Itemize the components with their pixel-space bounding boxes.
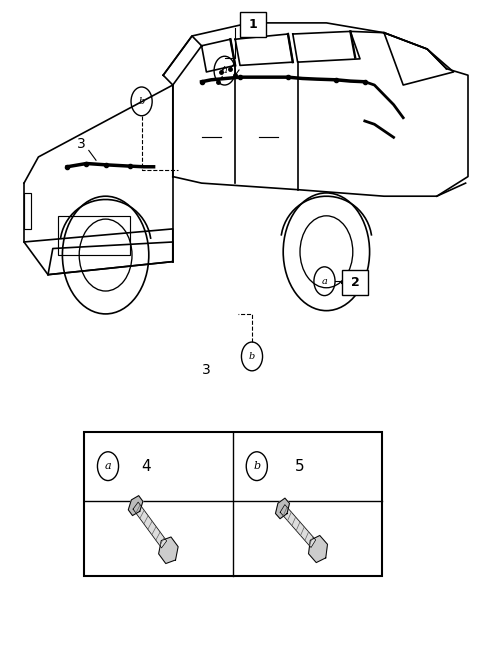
Polygon shape — [159, 537, 178, 564]
Bar — [58, 216, 130, 255]
Text: a: a — [105, 461, 111, 471]
Polygon shape — [276, 498, 289, 519]
Polygon shape — [133, 502, 167, 548]
Text: b: b — [253, 461, 260, 471]
Bar — [342, 270, 369, 295]
Text: 1: 1 — [249, 18, 257, 31]
Text: 2: 2 — [351, 276, 360, 289]
Text: 5: 5 — [295, 458, 305, 473]
Bar — [240, 12, 266, 37]
Text: a: a — [322, 277, 327, 286]
Text: b: b — [138, 97, 145, 106]
Polygon shape — [309, 536, 327, 562]
Text: a: a — [222, 66, 228, 75]
Polygon shape — [280, 505, 316, 547]
Bar — [24, 193, 31, 229]
Text: 4: 4 — [142, 458, 151, 473]
Polygon shape — [128, 496, 143, 515]
Text: 3: 3 — [77, 137, 86, 151]
Bar — [84, 432, 382, 576]
Text: b: b — [249, 352, 255, 361]
Text: 3: 3 — [202, 362, 211, 377]
